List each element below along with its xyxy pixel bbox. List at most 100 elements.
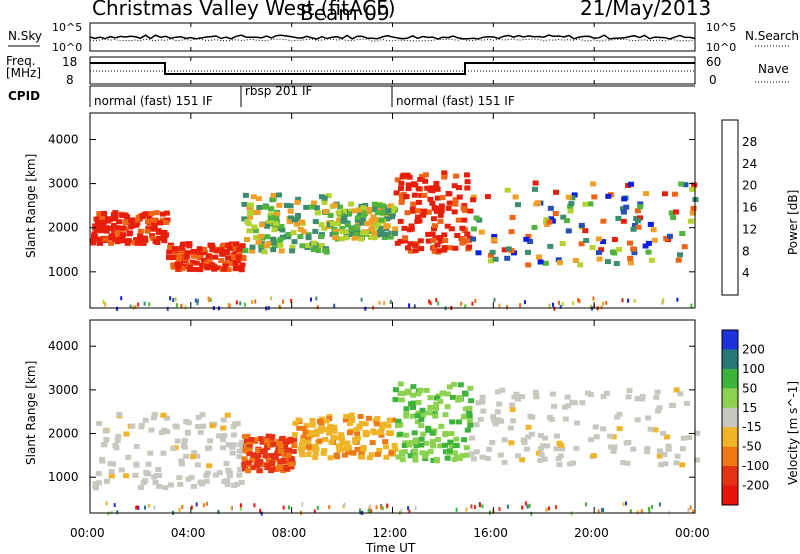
power-cell	[151, 223, 158, 229]
power-cell	[425, 238, 432, 244]
power-cell	[153, 210, 160, 216]
power-cell	[109, 233, 115, 239]
velocity-cell	[654, 389, 661, 395]
velocity-cell	[349, 417, 356, 423]
power-cell	[542, 260, 549, 266]
velocity-cell	[432, 413, 439, 419]
power-cell	[279, 227, 286, 233]
power-noise	[129, 304, 132, 309]
power-cell	[632, 223, 638, 228]
velocity-cell	[562, 416, 569, 422]
power-noise	[605, 300, 608, 305]
power-cell	[372, 224, 379, 230]
freq-tick-top: 18	[62, 55, 77, 69]
velocity-colorbar-tick-label: -15	[742, 420, 762, 434]
velocity-cell	[347, 421, 353, 426]
velocity-cell	[242, 447, 249, 453]
velocity-cell	[285, 452, 292, 458]
power-ytick-label: 4000	[48, 132, 79, 146]
velocity-noise	[455, 507, 458, 512]
power-cell	[353, 231, 360, 237]
x-axis-label: Time UT	[365, 541, 416, 554]
velocity-cell	[353, 427, 360, 432]
velocity-noise	[636, 510, 639, 515]
power-cell	[99, 214, 105, 220]
power-ytick-label: 3000	[48, 177, 79, 191]
velocity-cell	[549, 391, 556, 397]
power-cell	[470, 236, 477, 242]
power-cell	[137, 233, 144, 239]
velocity-noise	[408, 509, 411, 514]
velocity-cell	[302, 430, 309, 436]
velocity-cell	[133, 443, 140, 449]
velocity-cell	[212, 472, 219, 478]
power-ytick-label: 2000	[48, 221, 79, 235]
power-cell	[181, 241, 188, 247]
power-ytick-label: 1000	[48, 265, 79, 279]
velocity-noise	[206, 501, 208, 506]
power-cell	[212, 247, 219, 253]
power-cell	[226, 246, 233, 251]
power-noise	[169, 296, 172, 301]
power-noise	[184, 305, 187, 310]
velocity-cell	[258, 462, 265, 468]
velocity-cell	[151, 474, 157, 480]
power-cell	[401, 225, 408, 231]
power-cell	[431, 248, 438, 254]
power-colorbar-tick-label: 4	[742, 266, 750, 280]
velocity-cell	[538, 433, 544, 439]
power-cell	[261, 204, 268, 210]
velocity-cell	[515, 453, 521, 459]
velocity-cell	[680, 435, 687, 441]
power-cell	[212, 254, 219, 260]
power-cell	[249, 248, 256, 254]
power-cell	[461, 203, 468, 209]
velocity-noise	[181, 505, 184, 509]
power-colorbar-tick-label: 24	[742, 157, 757, 171]
power-cell	[286, 219, 293, 225]
velocity-cell	[451, 456, 458, 462]
power-cell	[308, 204, 315, 210]
velocity-cell	[359, 454, 366, 460]
power-cell	[689, 186, 696, 192]
power-noise	[227, 302, 230, 307]
nave-tick-bottom: 0	[709, 73, 717, 87]
power-cell	[456, 185, 462, 191]
velocity-cell	[237, 467, 244, 473]
power-noise	[194, 298, 197, 303]
velocity-cell	[425, 427, 432, 433]
power-noise	[690, 303, 693, 308]
power-cell	[634, 218, 641, 224]
velocity-cell	[170, 446, 177, 452]
power-cell	[149, 235, 156, 241]
velocity-cell	[418, 423, 425, 428]
freq-label: Freq.	[6, 54, 36, 68]
velocity-cell	[342, 417, 349, 423]
velocity-cell	[152, 479, 159, 485]
power-noise	[561, 302, 564, 306]
power-cell	[245, 221, 252, 227]
velocity-cell	[160, 412, 167, 418]
power-cell	[431, 205, 438, 211]
power-cell	[394, 177, 401, 183]
power-cell	[261, 249, 268, 255]
power-cell	[415, 199, 422, 205]
velocity-cell	[244, 433, 251, 439]
velocity-cell	[354, 446, 361, 452]
power-cell	[238, 267, 245, 273]
velocity-ytick-label: 4000	[48, 339, 79, 353]
power-noise	[254, 299, 257, 304]
power-cell	[235, 254, 242, 260]
power-cell	[583, 238, 590, 243]
velocity-colorbar-swatch	[722, 427, 738, 448]
velocity-cell	[234, 420, 241, 426]
velocity-cell	[257, 459, 264, 465]
velocity-cell	[176, 475, 183, 481]
power-cell	[256, 205, 263, 210]
power-cell	[187, 264, 194, 270]
velocity-cell	[245, 460, 252, 466]
power-noise	[498, 303, 501, 308]
power-cell	[600, 239, 607, 245]
power-cell	[563, 218, 570, 224]
power-cell	[332, 231, 339, 237]
